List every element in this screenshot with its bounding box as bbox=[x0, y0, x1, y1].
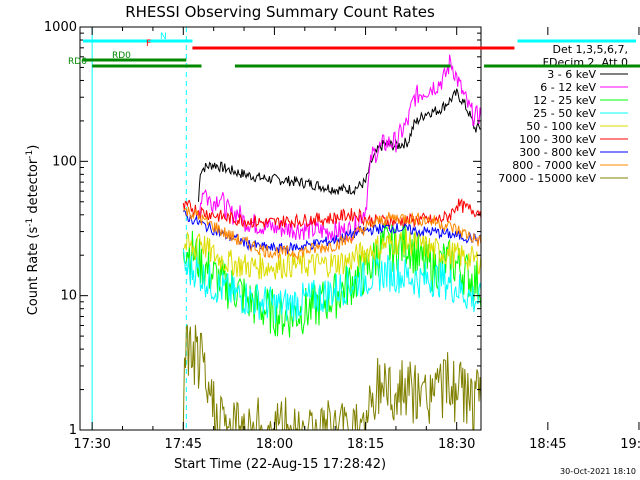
series-line-7 bbox=[183, 206, 481, 261]
series-line-3 bbox=[182, 248, 481, 324]
x-tick-label-2: 18:00 bbox=[256, 437, 293, 452]
y-tick-label-0: 1 bbox=[69, 423, 77, 438]
series-line-2 bbox=[182, 222, 481, 338]
series-line-5 bbox=[182, 198, 481, 230]
x-tick-label-0: 17:30 bbox=[73, 437, 110, 452]
status-label-f: F bbox=[146, 39, 151, 49]
y-axis-label: Count Rate (s-1 detector-1) bbox=[25, 145, 41, 316]
series-line-8 bbox=[182, 324, 481, 430]
y-tick-label-2: 100 bbox=[52, 154, 77, 169]
x-axis-label: Start Time (22-Aug-15 17:28:42) bbox=[174, 457, 386, 472]
y-axis: 1 10 100 1000 bbox=[44, 20, 481, 438]
y-tick-label-3: 1000 bbox=[44, 20, 77, 35]
status-label-rd6: RD6 bbox=[68, 57, 87, 67]
x-tick-label-6: 19:00 bbox=[620, 437, 640, 452]
series-line-0 bbox=[198, 88, 481, 202]
series-line-4 bbox=[182, 228, 481, 280]
y-tick-label-1: 10 bbox=[60, 289, 77, 304]
plot-frame bbox=[79, 26, 482, 431]
x-tick-label-4: 18:30 bbox=[438, 437, 475, 452]
legend-label-8: 7000 - 15000 keV bbox=[498, 172, 596, 185]
x-axis: 17:30 17:45 18:00 18:15 18:30 18:45 19:00 bbox=[73, 27, 640, 452]
legend-label-6: 300 - 800 keV bbox=[519, 146, 596, 159]
chart-title: RHESSI Observing Summary Count Rates bbox=[125, 3, 435, 21]
legend-label-0: 3 - 6 keV bbox=[547, 68, 596, 81]
legend-label-4: 50 - 100 keV bbox=[526, 120, 596, 133]
plot-area bbox=[91, 27, 481, 430]
status-label-n: N bbox=[160, 32, 167, 42]
legend-header-1: Det 1,3,5,6,7, bbox=[552, 43, 628, 56]
x-tick-label-3: 18:15 bbox=[347, 437, 384, 452]
x-tick-label-1: 17:45 bbox=[165, 437, 202, 452]
legend-label-5: 100 - 300 keV bbox=[519, 133, 596, 146]
timestamp: 30-Oct-2021 18:10 bbox=[560, 467, 636, 476]
x-tick-label-5: 18:45 bbox=[529, 437, 566, 452]
legend-label-7: 800 - 7000 keV bbox=[512, 159, 596, 172]
status-label-rd0: RD0 bbox=[112, 51, 131, 61]
legend-label-2: 12 - 25 keV bbox=[533, 94, 596, 107]
legend-label-1: 6 - 12 keV bbox=[540, 81, 596, 94]
legend-label-3: 25 - 50 keV bbox=[533, 107, 596, 120]
legend: Det 1,3,5,6,7, FDecim 2, Att 0 3 - 6 keV… bbox=[498, 43, 628, 185]
